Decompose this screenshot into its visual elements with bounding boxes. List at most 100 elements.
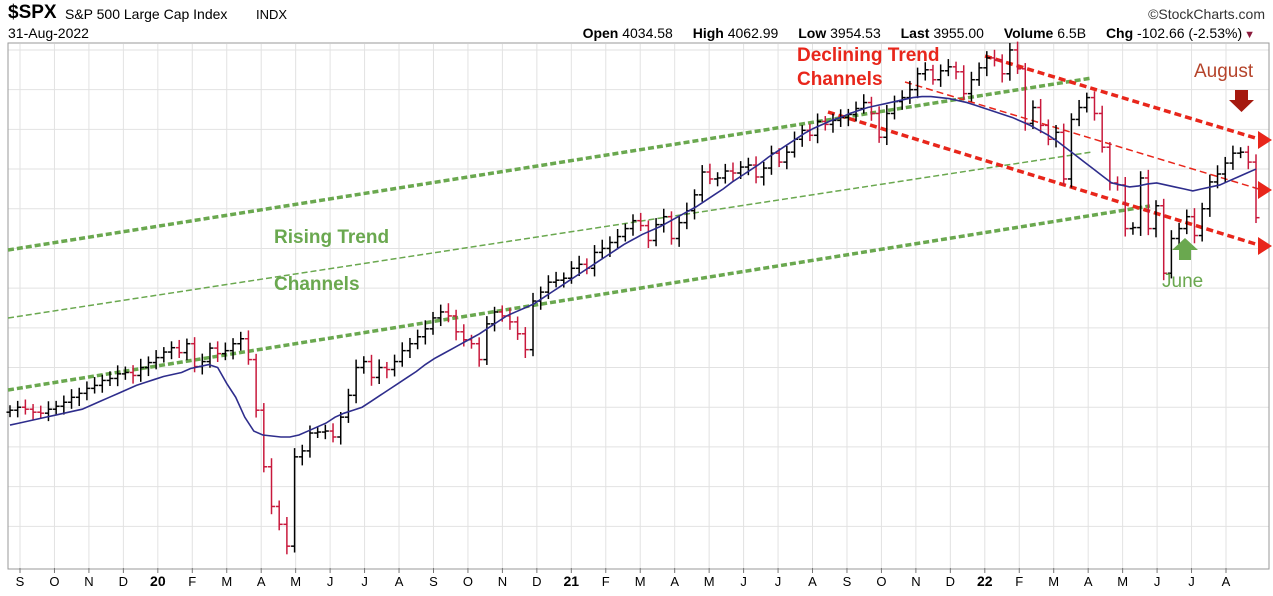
price-bar (814, 113, 822, 144)
price-bar (398, 342, 406, 367)
plot-frame (7, 42, 1270, 570)
price-bar (914, 67, 922, 99)
x-tick-label: D (119, 574, 128, 589)
x-axis: S O N D 20 F M A M J J A S O N D 21 F M A M J J A S O N D 22 F M A M J J A (16, 568, 1231, 589)
quote-bar: Open 4034.58 High 4062.99 Low 3954.53 La… (583, 25, 1263, 41)
price-bar (1021, 63, 1029, 131)
annotation-arrows (1172, 90, 1254, 260)
volume-label: Volume (1003, 25, 1054, 41)
price-bar (14, 400, 22, 418)
channel-arrowhead (1258, 131, 1272, 149)
price-bar (91, 377, 99, 394)
price-bar (252, 353, 260, 418)
price-bar (329, 423, 337, 443)
chart-annotation: Declining Trend (797, 45, 940, 66)
price-bar (1060, 123, 1068, 186)
volume-value: 6.5B (1057, 25, 1087, 41)
price-bar (52, 400, 60, 416)
price-bar (629, 214, 637, 236)
price-bar (760, 161, 768, 186)
price-bar (367, 354, 375, 386)
june-up-arrow (1172, 238, 1198, 260)
brand-link[interactable]: ©StockCharts.com (1148, 6, 1265, 22)
price-bar (260, 403, 268, 473)
ma-line (9, 95, 1257, 438)
open-value: 4034.58 (622, 25, 673, 41)
x-tick-label: D (532, 574, 541, 589)
price-bar (1237, 147, 1245, 159)
price-bar (1160, 198, 1168, 281)
x-tick-label: A (670, 574, 679, 589)
price-bar (637, 212, 645, 231)
price-bar (698, 165, 706, 202)
x-tick-label: A (257, 574, 266, 589)
price-bar (44, 401, 52, 422)
price-bar (1221, 156, 1229, 183)
rising-channel-upper (7, 76, 1093, 252)
price-bar (152, 350, 160, 370)
price-bar (1044, 119, 1052, 146)
price-bar (721, 163, 729, 184)
x-tick-label: O (463, 574, 473, 589)
low-label: Low (798, 25, 827, 41)
price-bar (291, 448, 299, 553)
price-bar (114, 365, 122, 387)
x-tick-label: J (740, 574, 747, 589)
price-bar (706, 163, 714, 185)
open-label: Open (582, 25, 619, 41)
x-tick-label: O (876, 574, 886, 589)
price-bar (137, 358, 145, 382)
price-bar (1137, 171, 1145, 236)
declining-channel-upper (984, 54, 1263, 142)
x-tick-label: J (775, 574, 782, 589)
price-bar (1252, 154, 1260, 224)
price-bar (967, 71, 975, 102)
x-tick-label: M (290, 574, 301, 589)
price-bar (767, 145, 775, 175)
price-bar (229, 338, 237, 360)
price-bar (106, 371, 114, 386)
price-bar (1229, 145, 1237, 170)
x-tick-label: A (1084, 574, 1093, 589)
ticker-symbol: $SPX (8, 2, 57, 23)
price-bar (321, 424, 329, 440)
price-bar (621, 223, 629, 242)
price-bar (21, 399, 29, 415)
price-bar (352, 359, 360, 404)
price-bar (37, 405, 45, 419)
price-bar (68, 389, 76, 409)
price-bar (60, 395, 68, 415)
price-bar (1190, 208, 1198, 244)
declining-channel-lower (827, 110, 1263, 248)
price-bar (421, 320, 429, 345)
price-bar (1037, 98, 1045, 134)
price-bar (1083, 92, 1091, 113)
price-bar (1214, 165, 1222, 189)
price-bar (160, 347, 168, 363)
price-bar (221, 342, 229, 361)
annotations: Declining Trend Channels Rising Trend Chann… (274, 45, 1254, 295)
price-bar (344, 388, 352, 423)
price-bar (783, 145, 791, 170)
price-bar (644, 220, 652, 249)
price-bar (244, 330, 252, 365)
trend-channels (7, 54, 1272, 392)
price-bar (906, 80, 914, 104)
price-bar (860, 94, 868, 114)
price-bar (268, 458, 276, 515)
price-bar (1090, 91, 1098, 121)
x-tick-label: A (808, 574, 817, 589)
triangle-down-icon: ▼ (1244, 29, 1255, 41)
x-tick-label: 22 (977, 573, 993, 589)
price-bar (175, 339, 183, 359)
price-bar (375, 359, 383, 385)
price-bar (391, 354, 399, 377)
price-bar (1075, 99, 1083, 127)
price-bar (798, 125, 806, 147)
price-bar (1152, 200, 1160, 238)
price-bar (514, 316, 522, 340)
price-bar (1244, 145, 1252, 170)
x-tick-label: S (16, 574, 25, 589)
x-tick-label: A (1222, 574, 1231, 589)
price-bar (921, 62, 929, 81)
